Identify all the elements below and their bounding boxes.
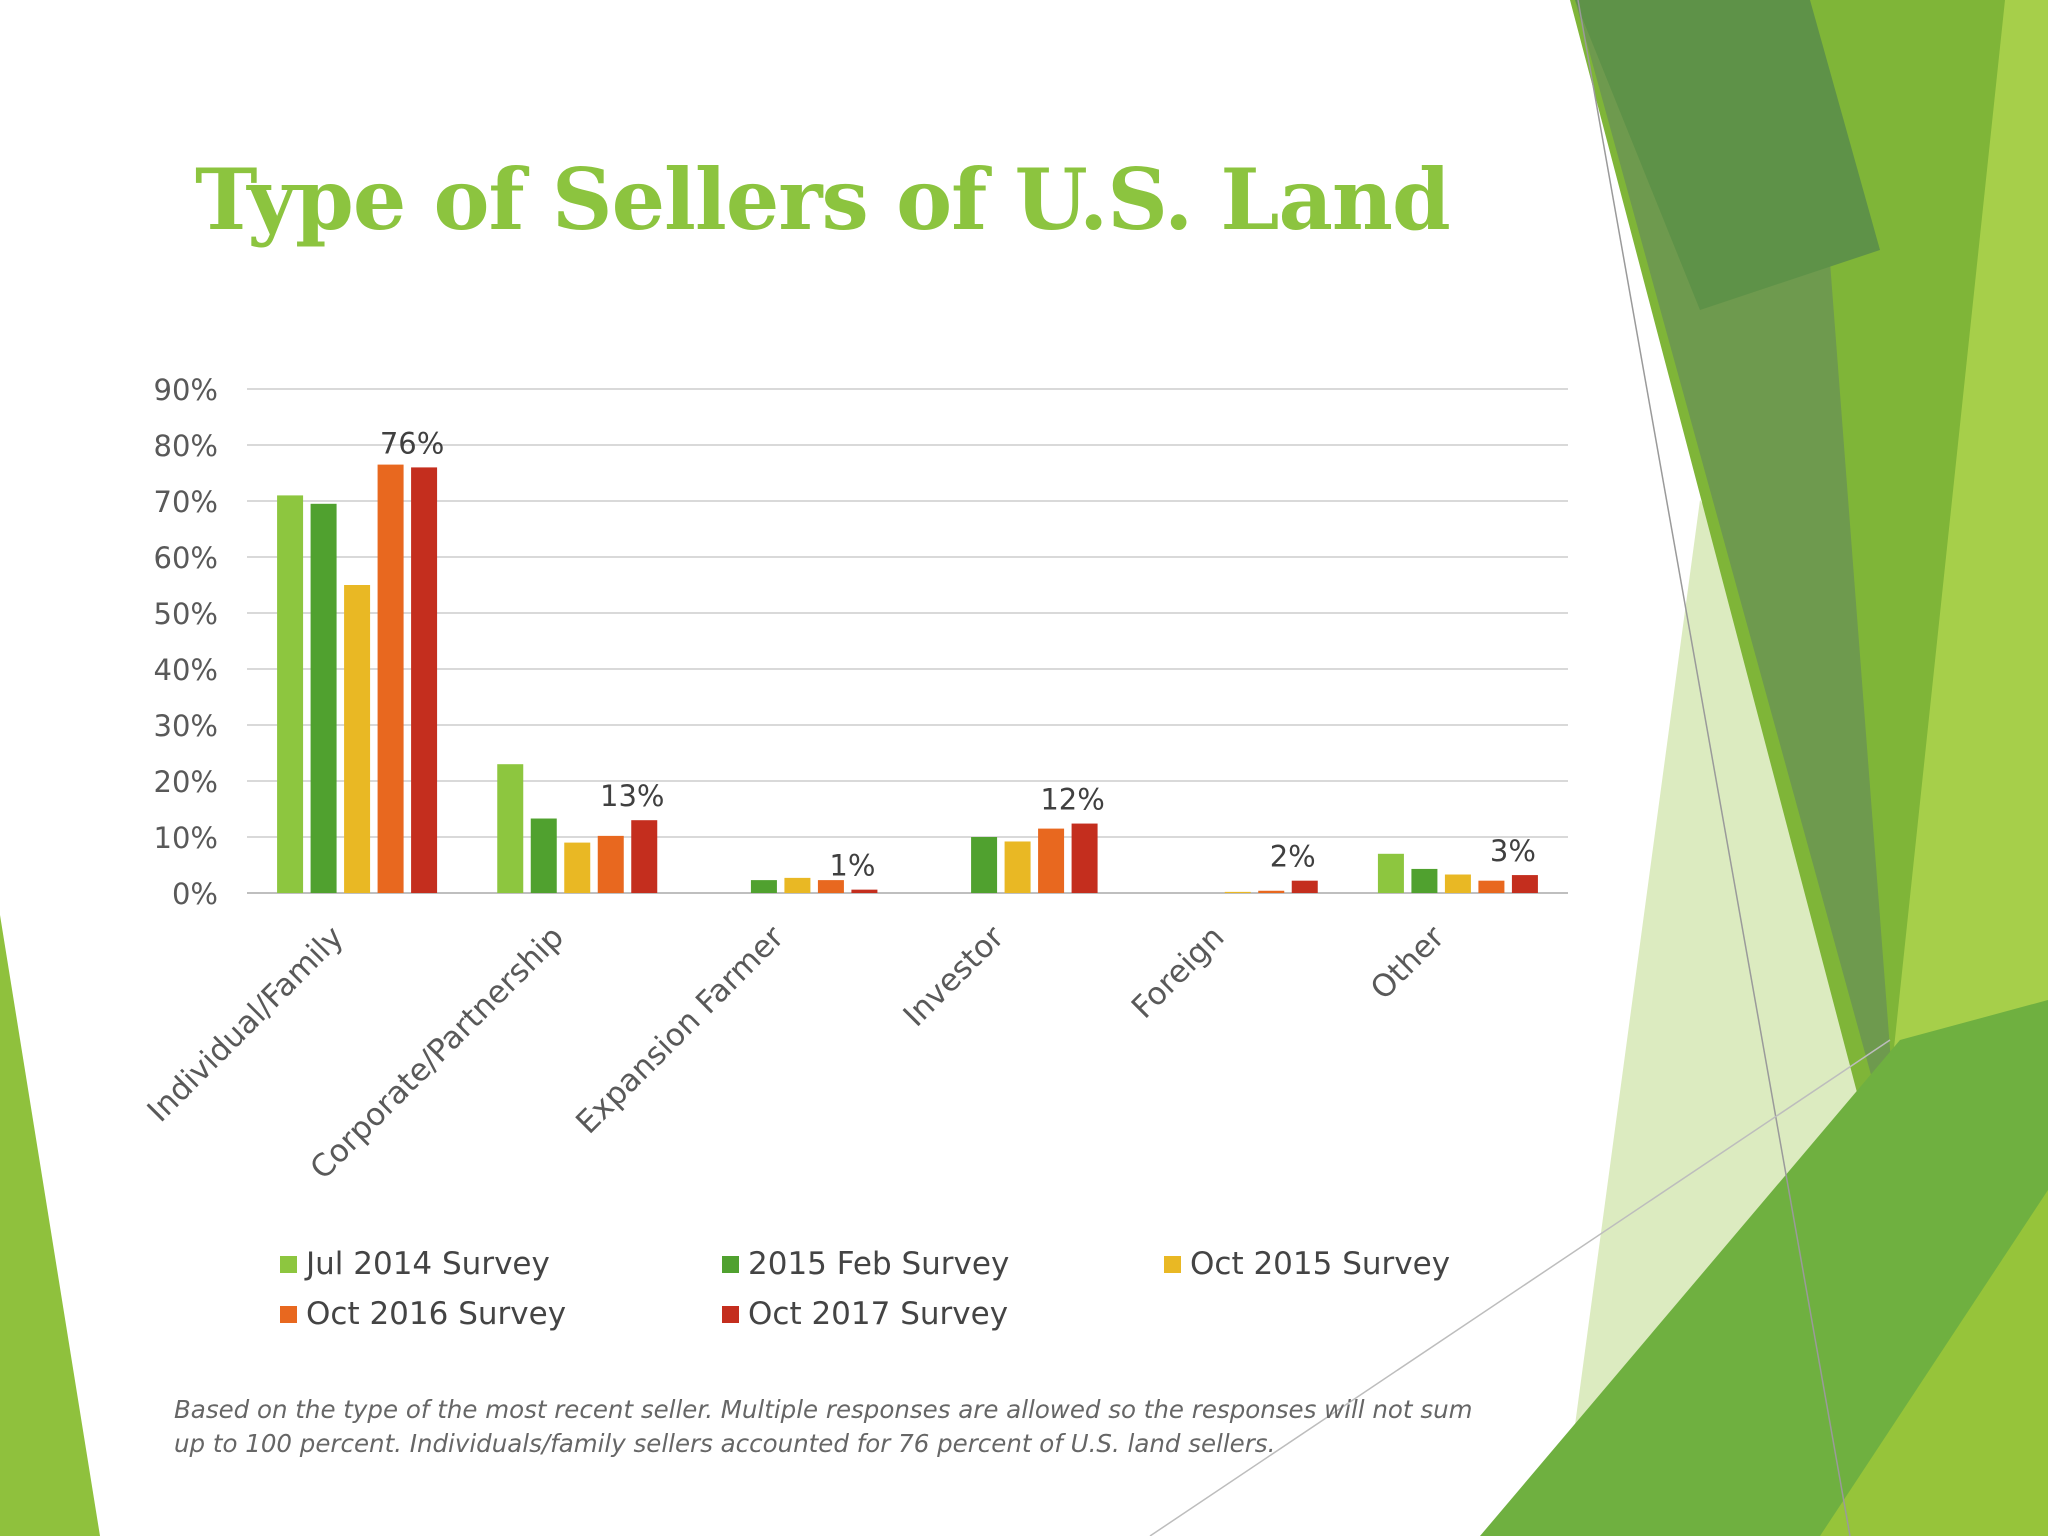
bar	[784, 877, 811, 893]
y-tick-label: 70%	[154, 485, 218, 519]
legend-item: Oct 2015 Survey	[1164, 1246, 1480, 1282]
right-bottom-shape	[1480, 1000, 2048, 1536]
bar	[597, 835, 624, 893]
thin-line-1	[1577, 0, 1851, 1536]
legend-item: Oct 2017 Survey	[722, 1296, 1164, 1332]
y-tick-label: 90%	[154, 373, 218, 407]
data-label: 76%	[380, 426, 444, 460]
y-tick-label: 20%	[154, 765, 218, 799]
bar	[1004, 841, 1031, 893]
right-bottom-light-shape	[1820, 1190, 2048, 1536]
data-label: 13%	[600, 779, 664, 813]
x-tick-label: Foreign	[1125, 919, 1232, 1026]
y-tick-label: 10%	[154, 821, 218, 855]
y-tick-label: 40%	[154, 653, 218, 687]
bar	[817, 880, 844, 893]
bar	[1291, 880, 1318, 893]
bar	[277, 495, 304, 893]
bar	[971, 837, 998, 893]
slide-title: Type of Sellers of U.S. Land	[195, 150, 1451, 249]
right-upper-dark-shape	[1575, 0, 1880, 310]
x-tick-label: Other	[1364, 919, 1452, 1007]
legend-swatch	[1164, 1255, 1181, 1273]
right-dark-shape	[1575, 0, 1900, 1180]
bar	[1478, 880, 1505, 893]
data-label: 2%	[1270, 840, 1316, 874]
x-tick-label: Expansion Farmer	[569, 919, 791, 1141]
legend-label: 2015 Feb Survey	[748, 1246, 1010, 1282]
bar	[1258, 890, 1285, 893]
bar	[1511, 875, 1538, 893]
legend-item: 2015 Feb Survey	[722, 1246, 1164, 1282]
legend-item: Jul 2014 Survey	[280, 1246, 722, 1282]
x-tick-label: Individual/Family	[141, 919, 351, 1129]
y-tick-label: 30%	[154, 709, 218, 743]
left-green-shape	[0, 915, 100, 1536]
legend-swatch	[722, 1255, 739, 1273]
chart-legend: Jul 2014 Survey 2015 Feb Survey Oct 2015…	[280, 1246, 1480, 1332]
bar	[530, 818, 557, 893]
legend-swatch	[280, 1305, 297, 1323]
bar	[411, 467, 438, 893]
bar	[310, 503, 337, 893]
bar	[377, 464, 404, 893]
y-tick-label: 60%	[154, 541, 218, 575]
bar	[497, 764, 524, 893]
legend-label: Jul 2014 Survey	[306, 1246, 550, 1282]
y-tick-label: 80%	[154, 429, 218, 463]
bar	[344, 585, 371, 893]
bar	[1444, 874, 1471, 893]
bar	[1411, 868, 1438, 893]
x-tick-label: Corporate/Partnership	[303, 919, 570, 1186]
bar	[1224, 891, 1251, 893]
bar	[851, 889, 878, 893]
legend-swatch	[722, 1305, 739, 1323]
bar	[1377, 853, 1404, 893]
bar	[564, 842, 591, 893]
x-tick-label: Investor	[897, 919, 1012, 1034]
y-tick-label: 0%	[172, 877, 218, 911]
data-label: 3%	[1490, 834, 1536, 868]
legend-item: Oct 2016 Survey	[280, 1296, 722, 1332]
footnote: Based on the type of the most recent sel…	[174, 1395, 1473, 1458]
thin-line-2	[1149, 1039, 1891, 1536]
data-label: 1%	[829, 849, 875, 883]
y-tick-label: 50%	[154, 597, 218, 631]
bar	[1071, 823, 1098, 893]
data-label: 12%	[1040, 783, 1104, 817]
legend-label: Oct 2016 Survey	[306, 1296, 567, 1332]
legend-label: Oct 2015 Survey	[1190, 1246, 1451, 1282]
bar	[1038, 828, 1065, 893]
bar	[750, 880, 777, 893]
legend-swatch	[280, 1255, 297, 1273]
legend-label: Oct 2017 Survey	[748, 1296, 1009, 1332]
bar	[631, 820, 658, 893]
